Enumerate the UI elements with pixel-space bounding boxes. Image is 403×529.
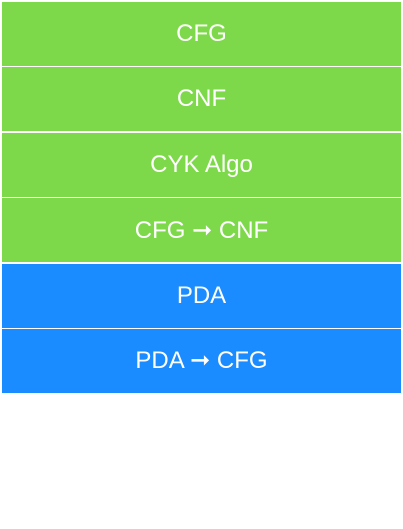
menu-item-cyk-algo[interactable]: CYK Algo [2, 132, 401, 197]
menu-item-label: CNF [176, 85, 227, 113]
menu-item-pda[interactable]: PDA [2, 263, 401, 328]
menu-item-label: PDA ➞ CFG [135, 347, 268, 375]
menu-item-label: CFG [176, 20, 227, 47]
menu-item-cfg-to-cnf[interactable]: CFG ➞ CNF [2, 198, 401, 263]
menu-item-label: CFG ➞ CNF [134, 216, 269, 244]
menu-item-label: PDA [176, 281, 227, 309]
menu-item-cfg[interactable]: CFG [2, 2, 401, 66]
menu-item-pda-to-cfg[interactable]: PDA ➞ CFG [2, 328, 401, 393]
menu-item-cnf[interactable]: CNF [2, 67, 401, 132]
topic-menu: CFG CNF CYK Algo CFG ➞ CNF PDA PDA ➞ CFG [2, 2, 401, 394]
menu-item-label: CYK Algo [150, 150, 253, 178]
